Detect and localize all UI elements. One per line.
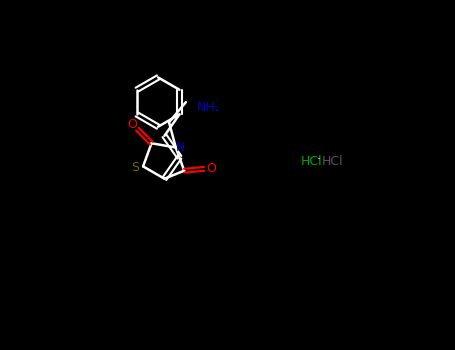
- Text: HCl: HCl: [321, 155, 343, 168]
- Text: NH₂: NH₂: [197, 101, 220, 114]
- Text: O: O: [206, 162, 216, 175]
- Text: N: N: [176, 141, 185, 154]
- Text: HCl: HCl: [301, 155, 322, 168]
- Text: S: S: [131, 161, 139, 174]
- Text: ·: ·: [317, 153, 321, 166]
- Text: O: O: [127, 118, 137, 131]
